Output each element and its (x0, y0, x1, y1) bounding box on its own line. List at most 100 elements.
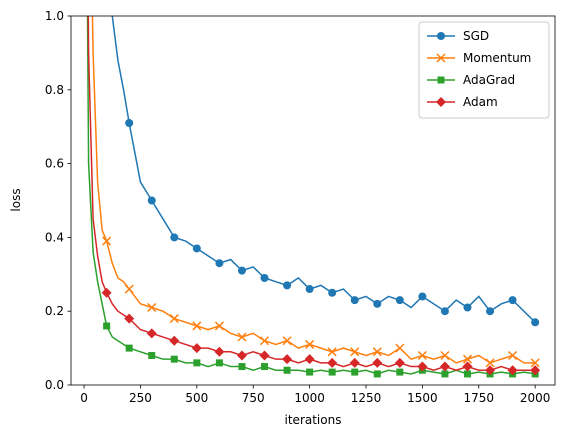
series-marker (192, 321, 202, 331)
legend-box (418, 21, 550, 119)
series-marker (101, 287, 112, 298)
series-marker (396, 368, 404, 376)
series-marker (372, 357, 383, 368)
series-marker (508, 350, 518, 361)
series-marker (441, 370, 449, 378)
series-marker (349, 357, 360, 368)
series-marker (191, 343, 202, 354)
series-marker (485, 365, 496, 376)
x-tick-label: 250 (129, 391, 152, 405)
legend-marker (436, 53, 446, 63)
series-marker (124, 284, 134, 294)
series-marker (530, 365, 541, 376)
series-marker (395, 343, 405, 353)
series-marker (103, 322, 111, 330)
legend-label: AdaGrad (463, 73, 515, 87)
series-marker (304, 354, 315, 365)
x-tick-label: 1250 (351, 391, 382, 405)
series-marker (125, 344, 133, 352)
series-marker (462, 361, 473, 372)
plot-area (86, 16, 541, 378)
axes-frame (70, 15, 556, 386)
series-marker (351, 368, 359, 376)
series-marker (147, 302, 157, 313)
series-marker (124, 313, 135, 324)
series-marker (147, 196, 156, 205)
series-marker (327, 357, 338, 368)
series-marker (305, 285, 314, 294)
series-marker (305, 339, 315, 349)
series-marker (440, 350, 450, 361)
series-line (91, 16, 536, 364)
legend-label: Adam (463, 95, 498, 109)
series-line (87, 16, 536, 372)
x-tick-label: 1500 (407, 391, 438, 405)
series-marker (170, 233, 179, 242)
series-marker (283, 281, 292, 290)
y-tick-label: 1.0 (45, 9, 64, 23)
x-tick-label: 1000 (294, 391, 325, 405)
series-marker (236, 350, 247, 361)
series-marker (260, 273, 269, 282)
series-marker (440, 307, 449, 316)
legend-marker (436, 97, 446, 107)
legend-label: Momentum (463, 51, 531, 65)
series-marker (328, 368, 336, 376)
series-marker (237, 332, 247, 342)
series-marker (417, 361, 428, 372)
x-tick-label: 0 (80, 391, 88, 405)
series-marker (125, 119, 134, 128)
series-marker (259, 336, 270, 346)
y-tick-label: 0.6 (45, 157, 64, 171)
series-marker (215, 359, 223, 367)
legend-marker (437, 32, 445, 40)
series-marker (259, 350, 270, 361)
series-marker (282, 354, 293, 365)
series-marker (508, 296, 517, 305)
series-marker (418, 292, 427, 301)
series-marker (350, 347, 360, 357)
series-line (111, 16, 536, 323)
series-marker (170, 355, 178, 363)
series-marker (328, 288, 337, 297)
series-marker (238, 363, 246, 371)
series-marker (169, 335, 180, 346)
legend-label: SGD (463, 29, 489, 43)
series-marker (485, 358, 495, 368)
series-marker (530, 358, 540, 368)
y-tick-label: 0.2 (45, 304, 64, 318)
y-axis-label: loss (9, 188, 23, 211)
series-marker (283, 366, 291, 374)
series-marker (327, 347, 337, 357)
series-marker (394, 357, 405, 368)
y-tick-label: 0.8 (45, 83, 64, 97)
series-marker (169, 314, 179, 324)
series-marker (372, 347, 382, 357)
legend-marker (437, 76, 445, 84)
x-tick-label: 2000 (520, 391, 551, 405)
series-marker (146, 328, 157, 339)
series-marker (193, 359, 201, 367)
series-marker (507, 365, 518, 376)
x-tick-label: 750 (242, 391, 265, 405)
series-marker (102, 236, 112, 246)
series-marker (463, 303, 472, 312)
series-marker (439, 361, 450, 372)
series-marker (192, 244, 201, 253)
series-marker (417, 350, 427, 361)
series-marker (261, 363, 269, 371)
y-tick-label: 0.4 (45, 230, 64, 244)
x-tick-label: 500 (185, 391, 208, 405)
series-marker (531, 318, 540, 327)
series-marker (373, 299, 382, 308)
series-marker (350, 296, 359, 305)
series-marker (486, 307, 495, 316)
series-line (86, 16, 536, 375)
series-marker (306, 368, 314, 376)
series-marker (395, 296, 404, 305)
series-marker (148, 351, 156, 359)
series-marker (214, 346, 225, 357)
series-marker (215, 259, 224, 268)
